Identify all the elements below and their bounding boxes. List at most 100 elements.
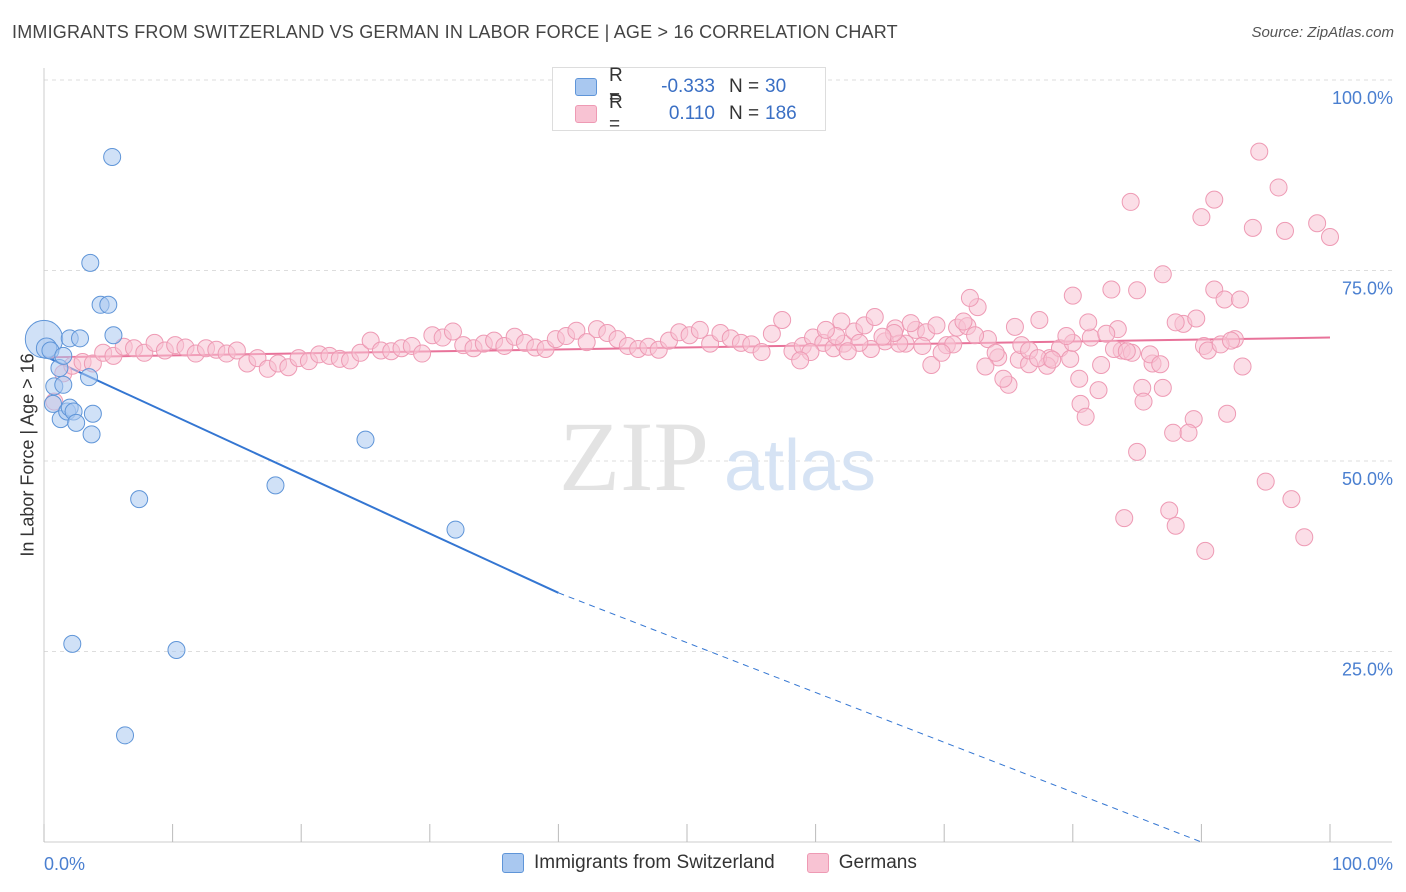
stats-row-switzerland: R = -0.333 N = 30 [575, 65, 805, 108]
point-germans-131 [1179, 423, 1198, 442]
r-label: R = [609, 65, 623, 108]
point-germans-147 [1160, 501, 1179, 520]
point-germans-160 [1097, 324, 1116, 343]
point-germans-142 [1321, 227, 1339, 246]
point-germans-86 [927, 316, 946, 335]
point-germans-157 [1057, 327, 1076, 346]
point-germans-185 [791, 351, 810, 370]
point-germans-99 [1061, 349, 1080, 368]
point-germans-167 [1221, 331, 1240, 350]
point-switzerland-21 [103, 147, 122, 166]
point-germans-126 [1115, 509, 1134, 528]
point-germans-178 [873, 327, 892, 346]
tick-labels: 25.0% 50.0% 75.0% 100.0% 0.0% 100.0% [44, 88, 1393, 874]
point-germans-63 [690, 320, 709, 339]
y-tick-label-3: 100.0% [1332, 88, 1393, 108]
point-germans-108 [1153, 265, 1172, 284]
point-germans-163 [1151, 355, 1170, 374]
point-switzerland-25 [446, 520, 465, 539]
point-germans-30 [351, 343, 370, 362]
legend-item-switzerland[interactable]: Immigrants from Switzerland [502, 852, 775, 874]
point-germans-139 [1282, 490, 1301, 509]
point-germans-125 [1089, 381, 1108, 400]
point-germans-162 [1117, 342, 1136, 361]
stats-row-germans: R = 0.110 N = 186 [575, 92, 805, 135]
point-germans-136 [1243, 218, 1262, 237]
point-germans-156 [1043, 350, 1062, 369]
point-switzerland-29 [54, 346, 73, 365]
point-germans-133 [1205, 190, 1224, 209]
point-germans-96 [1030, 311, 1049, 330]
point-germans-114 [1215, 290, 1234, 309]
r-value: -0.333 [661, 76, 715, 97]
point-switzerland-7 [71, 329, 90, 348]
point-germans-168 [1233, 357, 1252, 376]
legend-swatch-switzerland [575, 78, 597, 96]
y-tick-label-0: 25.0% [1342, 660, 1393, 680]
point-germans-120 [986, 343, 1005, 362]
point-germans-127 [1128, 281, 1147, 300]
n-label: N = [729, 76, 760, 97]
y-tick-label-2: 75.0% [1342, 279, 1393, 299]
point-switzerland-17 [99, 295, 118, 314]
point-germans-172 [954, 312, 973, 331]
legend-swatch-germans [806, 853, 829, 873]
point-germans-101 [1081, 328, 1100, 347]
r-label: R = [609, 92, 623, 135]
point-germans-134 [1218, 404, 1237, 423]
point-germans-145 [1128, 442, 1147, 461]
point-switzerland-19 [82, 425, 101, 444]
point-switzerland-23 [266, 476, 285, 495]
point-germans-118 [922, 355, 941, 374]
data-points [24, 142, 1339, 745]
legend-swatch-switzerland [502, 853, 524, 873]
point-switzerland-20 [83, 404, 102, 423]
y-tick-label-1: 50.0% [1342, 469, 1393, 489]
point-germans-102 [1092, 355, 1111, 374]
point-germans-80 [865, 307, 884, 326]
x-tick-label-1: 100.0% [1332, 854, 1393, 874]
legend-item-germans[interactable]: Germans [806, 852, 917, 874]
point-germans-140 [1295, 528, 1314, 547]
point-germans-130 [1166, 313, 1185, 332]
r-value: 0.110 [668, 103, 715, 124]
point-germans-129 [1153, 378, 1172, 397]
point-germans-124 [1076, 407, 1095, 426]
point-germans-148 [1166, 516, 1185, 535]
point-germans-132 [1192, 208, 1211, 227]
legend-label-switzerland: Immigrants from Switzerland [534, 852, 775, 873]
legend-swatch-germans [575, 105, 597, 123]
point-germans-70 [762, 324, 781, 343]
point-germans-144 [1250, 142, 1269, 161]
point-germans-52 [577, 333, 596, 352]
point-germans-153 [994, 369, 1013, 388]
point-germans-158 [1070, 369, 1089, 388]
trend-line-switzerland-extension [558, 592, 1202, 843]
point-germans-138 [1269, 178, 1288, 197]
trend-line-switzerland [43, 354, 559, 594]
point-switzerland-9 [44, 394, 63, 413]
point-germans-149 [1196, 541, 1215, 560]
n-value: 186 [765, 103, 797, 124]
point-switzerland-18 [104, 326, 123, 345]
point-germans-18 [227, 341, 246, 360]
point-switzerland-28 [116, 726, 135, 745]
point-germans-51 [567, 321, 586, 340]
point-switzerland-26 [63, 634, 82, 653]
point-germans-183 [816, 320, 835, 339]
point-switzerland-27 [167, 640, 186, 659]
source-label: Source: ZipAtlas.com [1251, 24, 1394, 41]
n-value: 30 [765, 76, 787, 97]
n-label: N = [729, 103, 760, 124]
chart-title: IMMIGRANTS FROM SWITZERLAND VS GERMAN IN… [12, 22, 898, 42]
point-germans-181 [838, 342, 857, 361]
point-switzerland-15 [81, 253, 100, 272]
point-switzerland-14 [67, 413, 86, 432]
point-germans-146 [1134, 392, 1153, 411]
point-switzerland-8 [80, 368, 99, 387]
point-germans-103 [1102, 280, 1121, 299]
point-germans-170 [976, 357, 995, 376]
point-germans-176 [901, 314, 920, 333]
point-switzerland-22 [130, 490, 149, 509]
